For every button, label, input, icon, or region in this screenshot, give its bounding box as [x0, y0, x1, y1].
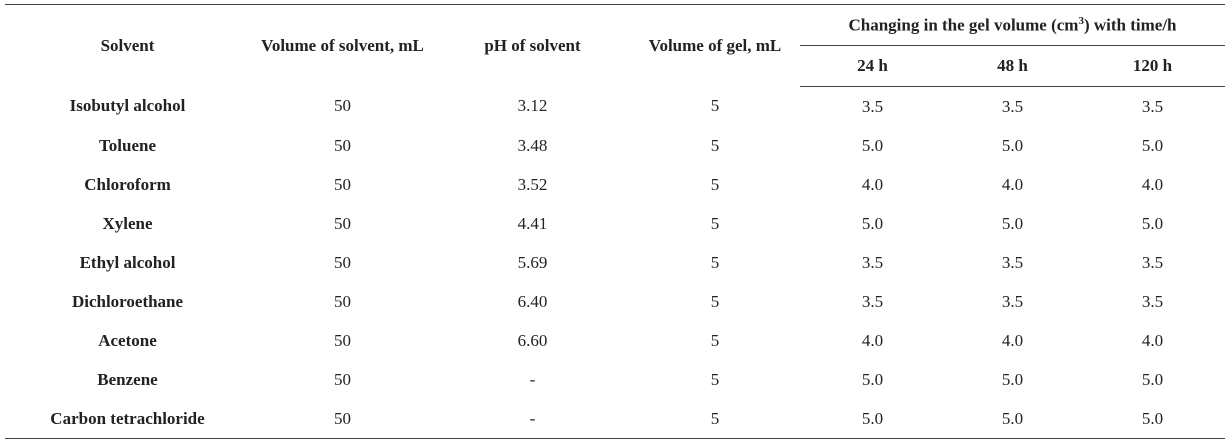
- row-label: Chloroform: [84, 174, 171, 194]
- table-cell: 5: [710, 213, 720, 233]
- table-cell: 3.5: [1141, 252, 1164, 272]
- row-label: Toluene: [98, 135, 156, 155]
- table-header: Solvent Volume of solvent, mL pH of solven…: [5, 4, 1225, 87]
- table-cell: 4.0: [861, 174, 884, 194]
- row-label: Dichloroethane: [71, 291, 184, 311]
- table-cell: 3.5: [1141, 96, 1164, 116]
- row-label: Benzene: [97, 369, 158, 389]
- table-cell: 50: [334, 252, 351, 272]
- table-cell: 3.5: [1141, 291, 1164, 311]
- table-cell: 4.0: [1001, 330, 1024, 350]
- header-row: 24 h 48 h 120 h: [5, 45, 1225, 87]
- data-table: Solvent Volume of solvent, mL pH of solven…: [5, 4, 1225, 439]
- table-cell: 5.0: [1001, 213, 1024, 233]
- table-cell: 3.5: [861, 252, 884, 272]
- column-header: Volume of gel, mL: [648, 35, 782, 55]
- table-row: Chloroform 50 3.52 5 4.0 4.0 4.0: [5, 165, 1225, 204]
- table-row: Dichloroethane 50 6.40 5 3.5 3.5 3.5: [5, 282, 1225, 321]
- superscript: 3: [1078, 14, 1084, 27]
- table-cell: 6.60: [517, 330, 548, 350]
- table-cell: 5.0: [1141, 135, 1164, 155]
- column-header: Volume of solvent, mL: [261, 35, 424, 55]
- table-cell: 5.0: [861, 369, 884, 389]
- table-cell: 50: [334, 174, 351, 194]
- row-label: Xylene: [102, 213, 153, 233]
- table-row: Ethyl alcohol 50 5.69 5 3.5 3.5 3.5: [5, 243, 1225, 282]
- table-cell: 3.5: [861, 96, 884, 116]
- table-cell: 5: [710, 330, 720, 350]
- table-cell: -: [529, 369, 536, 389]
- table-cell: 5.0: [1141, 369, 1164, 389]
- table-cell: 5.69: [517, 252, 548, 272]
- table-cell: 5.0: [1141, 408, 1164, 428]
- table-cell: 5: [710, 252, 720, 272]
- table-cell: 50: [334, 135, 351, 155]
- table-cell: 4.0: [1001, 174, 1024, 194]
- table-cell: 3.12: [517, 96, 548, 116]
- subcolumn-header: 24 h: [800, 45, 945, 87]
- table-cell: 3.52: [517, 174, 548, 194]
- table-cell: 5: [710, 96, 720, 116]
- column-header: pH of solvent: [484, 35, 581, 55]
- table-row: Acetone 50 6.60 5 4.0 4.0 4.0: [5, 321, 1225, 360]
- table-cell: 5.0: [1141, 213, 1164, 233]
- table-body: Isobutyl alcohol 50 3.12 5 3.5 3.5 3.5 Toluene 5…: [5, 87, 1225, 439]
- subcolumn-header: 120 h: [1080, 45, 1225, 87]
- table-cell: 3.48: [517, 135, 548, 155]
- table-cell: 3.5: [1001, 96, 1024, 116]
- table-cell: 5: [710, 291, 720, 311]
- table-cell: 5: [710, 369, 720, 389]
- table-cell: 4.0: [861, 330, 884, 350]
- table-cell: 6.40: [517, 291, 548, 311]
- subcolumn-header: 48 h: [945, 45, 1080, 87]
- table-cell: 5.0: [1001, 408, 1024, 428]
- table-row: Benzene 50 - 5 5.0 5.0 5.0: [5, 360, 1225, 399]
- group-header-text: Changing in the gel volume (cm: [848, 15, 1079, 35]
- table-cell: 4.0: [1141, 174, 1164, 194]
- table-row: Carbon tetrachloride 50 - 5 5.0 5.0 5.0: [5, 399, 1225, 439]
- table-row: Xylene 50 4.41 5 5.0 5.0 5.0: [5, 204, 1225, 243]
- table-cell: 5.0: [1001, 369, 1024, 389]
- table-cell: 50: [334, 96, 351, 116]
- table-cell: 50: [334, 408, 351, 428]
- row-label: Isobutyl alcohol: [69, 96, 186, 116]
- table-cell: 5.0: [861, 213, 884, 233]
- table-cell: 50: [334, 213, 351, 233]
- table-row: Toluene 50 3.48 5 5.0 5.0 5.0: [5, 126, 1225, 165]
- table-cell: 5: [710, 174, 720, 194]
- row-label: Ethyl alcohol: [79, 252, 176, 272]
- table-cell: 4.0: [1141, 330, 1164, 350]
- table-row: Isobutyl alcohol 50 3.12 5 3.5 3.5 3.5: [5, 87, 1225, 127]
- table-cell: 50: [334, 291, 351, 311]
- table-cell: 3.5: [861, 291, 884, 311]
- table-cell: 50: [334, 369, 351, 389]
- table-cell: 3.5: [1001, 252, 1024, 272]
- table-cell: 5: [710, 408, 720, 428]
- table-cell: 3.5: [1001, 291, 1024, 311]
- table-cell: 5.0: [861, 408, 884, 428]
- group-header: Changing in the gel volume (cm3) with ti…: [800, 4, 1225, 46]
- table-cell: 5: [710, 135, 720, 155]
- group-header-text: ) with time/h: [1083, 15, 1177, 35]
- header-row: Solvent Volume of solvent, mL pH of solven…: [5, 4, 1225, 55]
- row-label: Carbon tetrachloride: [50, 408, 205, 428]
- column-header: Solvent: [100, 35, 155, 55]
- table-cell: 5.0: [1001, 135, 1024, 155]
- table-cell: 5.0: [861, 135, 884, 155]
- table-cell: -: [529, 408, 536, 428]
- table-cell: 4.41: [517, 213, 548, 233]
- table-cell: 50: [334, 330, 351, 350]
- row-label: Acetone: [98, 330, 157, 350]
